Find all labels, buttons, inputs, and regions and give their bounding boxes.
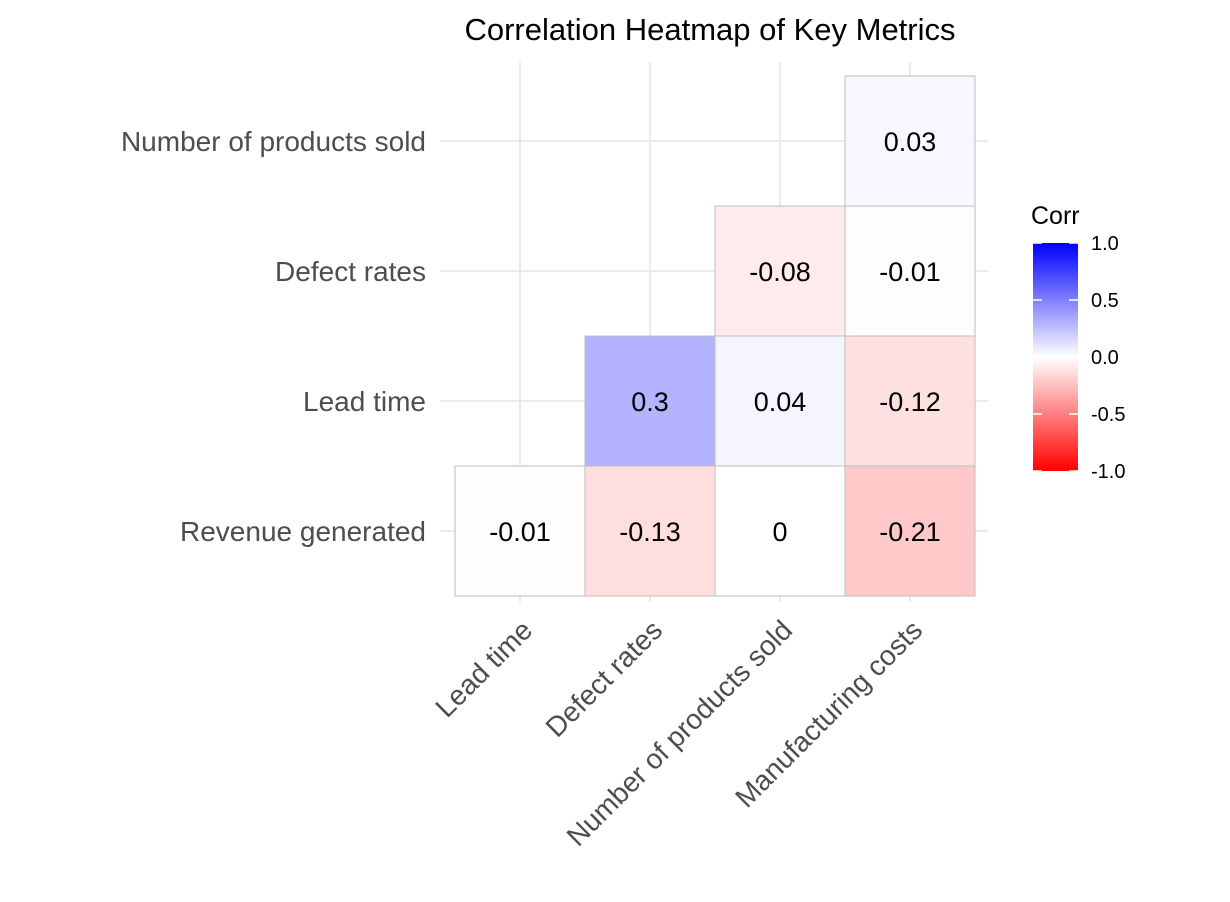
color-legend: Corr 1.0 0.5 0.0 -0.5 -1.0	[1031, 202, 1125, 483]
y-axis-tick-labels: Revenue generated Lead time Defect rates Nu…	[121, 126, 426, 547]
cell-value-label: 0.03	[884, 127, 937, 157]
heatmap-cell	[584, 465, 716, 597]
heatmap-cell	[714, 205, 846, 337]
cell-value-label: -0.21	[879, 517, 941, 547]
y-tick-label: Defect rates	[275, 256, 426, 287]
heatmap-cell	[844, 75, 976, 207]
cell-value-label: 0	[772, 517, 787, 547]
heatmap-cell	[714, 465, 846, 597]
y-tick-label: Lead time	[303, 386, 426, 417]
heatmap-cell	[844, 205, 976, 337]
chart-title: Correlation Heatmap of Key Metrics	[464, 12, 955, 47]
legend-title: Corr	[1031, 202, 1080, 230]
legend-ticks: 1.0 0.5 0.0 -0.5 -1.0	[1033, 233, 1125, 483]
legend-tick-label: -0.5	[1091, 404, 1125, 426]
cell-value-label: -0.12	[879, 387, 941, 417]
cell-value-label: -0.01	[489, 517, 551, 547]
heatmap-cell	[844, 465, 976, 597]
legend-tick-label: 0.5	[1091, 290, 1119, 312]
y-tick-label: Number of products sold	[121, 126, 426, 157]
legend-tick-label: 1.0	[1091, 233, 1119, 255]
heatmap-cells	[454, 75, 976, 597]
y-tick-label: Revenue generated	[180, 516, 426, 547]
x-tick-label: Defect rates	[540, 614, 669, 743]
cell-value-label: 0.3	[631, 387, 669, 417]
heatmap-cell	[714, 335, 846, 467]
x-tick-label: Lead time	[429, 614, 538, 723]
x-tick-label: Number of products sold	[561, 614, 799, 852]
heatmap-cell	[454, 465, 586, 597]
cell-value-label: -0.08	[749, 257, 811, 287]
cell-value-label: -0.13	[619, 517, 681, 547]
legend-tick-label: 0.0	[1091, 347, 1119, 369]
cell-value-label: 0.04	[754, 387, 807, 417]
legend-tick-label: -1.0	[1091, 461, 1125, 483]
heatmap-cell-labels: -0.01 -0.13 0 -0.21 0.3 0.04 -0.12 -0.08 -0.01 0.…	[489, 127, 941, 547]
cell-value-label: -0.01	[879, 257, 941, 287]
